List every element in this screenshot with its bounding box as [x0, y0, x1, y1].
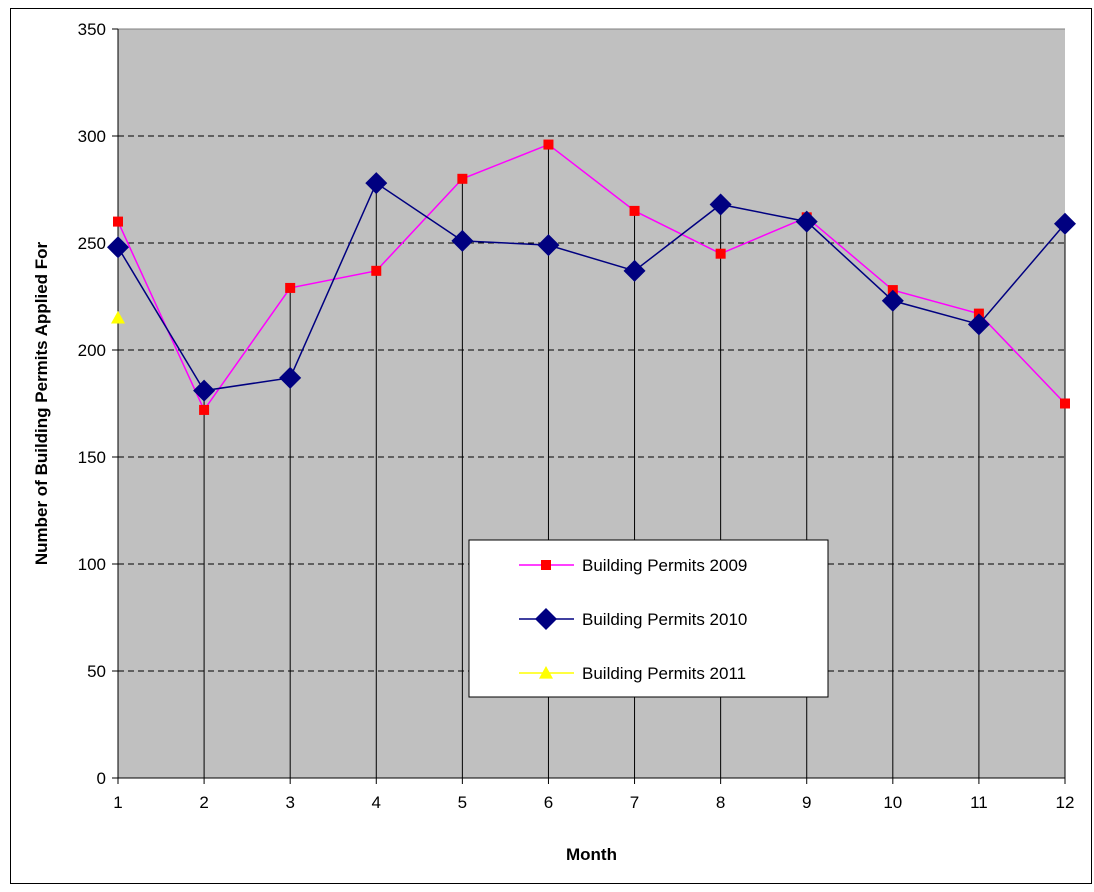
- series-2011: [111, 310, 125, 324]
- data-point-2010-month-2: [193, 379, 216, 402]
- series-line-2009: [117, 143, 1066, 412]
- data-point-2009-month-2: [199, 404, 210, 415]
- legend-label-2009: Building Permits 2009: [582, 556, 747, 575]
- data-point-2010-month-11: [967, 313, 990, 336]
- x-tick-label: 8: [716, 793, 725, 812]
- x-tick-label: 2: [199, 793, 208, 812]
- x-tick-label: 7: [630, 793, 639, 812]
- legend-label-2010: Building Permits 2010: [582, 610, 747, 629]
- legend-label-2011: Building Permits 2011: [582, 664, 746, 683]
- legend: Building Permits 2009 Building Permits 2…: [468, 539, 829, 698]
- data-point-2010-month-8: [709, 193, 732, 216]
- legend-entry-2010: Building Permits 2010: [519, 608, 747, 630]
- legend-entry-2011: Building Permits 2011: [519, 664, 746, 683]
- legend-swatch-marker-2010: [535, 608, 557, 630]
- data-point-2009-month-4: [371, 265, 382, 276]
- y-tick-label: 200: [78, 341, 106, 360]
- y-tick-label: 50: [87, 662, 106, 681]
- y-tick-label: 150: [78, 448, 106, 467]
- legend-swatch-marker-2009: [541, 560, 551, 570]
- x-tick-label: 5: [458, 793, 467, 812]
- y-axis-title: Number of Building Permits Applied For: [32, 241, 51, 565]
- data-point-2010-month-10: [881, 289, 904, 312]
- x-tick-label: 11: [970, 793, 988, 812]
- x-tick-label: 10: [883, 793, 902, 812]
- data-point-2010-month-7: [623, 259, 646, 282]
- legend-swatch-marker-2011: [539, 666, 553, 679]
- data-point-2010-month-9: [795, 210, 818, 233]
- x-tick-label: 9: [802, 793, 811, 812]
- x-tick-label: 1: [113, 793, 122, 812]
- series-2010: [107, 172, 1076, 402]
- data-point-2009-month-8: [715, 248, 726, 259]
- y-tick-label: 0: [97, 769, 106, 788]
- x-tick-label: 3: [285, 793, 294, 812]
- y-tick-label: 350: [78, 20, 106, 39]
- x-tick-label: 6: [544, 793, 553, 812]
- data-point-2010-month-12: [1054, 212, 1076, 235]
- data-point-2010-month-6: [537, 234, 560, 257]
- x-axis-title: Month: [566, 845, 617, 864]
- data-point-2010-month-1: [107, 236, 129, 259]
- y-tick-label: 300: [78, 127, 106, 146]
- data-point-2009-month-5: [457, 173, 468, 184]
- x-tick-label: 12: [1056, 793, 1075, 812]
- data-point-2009-month-6: [543, 139, 554, 150]
- series-line-2010: [117, 181, 1066, 392]
- y-tick-label: 250: [78, 234, 106, 253]
- data-point-2009-month-7: [629, 205, 640, 216]
- y-tick-label: 100: [78, 555, 106, 574]
- data-point-2010-month-4: [365, 172, 388, 195]
- x-tick-label: 4: [372, 793, 381, 812]
- data-point-2009-month-12: [1060, 398, 1070, 409]
- data-point-2009-month-1: [113, 216, 123, 227]
- data-point-2010-month-3: [279, 366, 302, 389]
- data-point-2010-month-5: [451, 229, 474, 252]
- legend-entry-2009: Building Permits 2009: [519, 556, 747, 575]
- data-point-2009-month-3: [285, 282, 296, 293]
- data-point-2011-month-1: [111, 310, 125, 324]
- series-layer: [107, 139, 1076, 415]
